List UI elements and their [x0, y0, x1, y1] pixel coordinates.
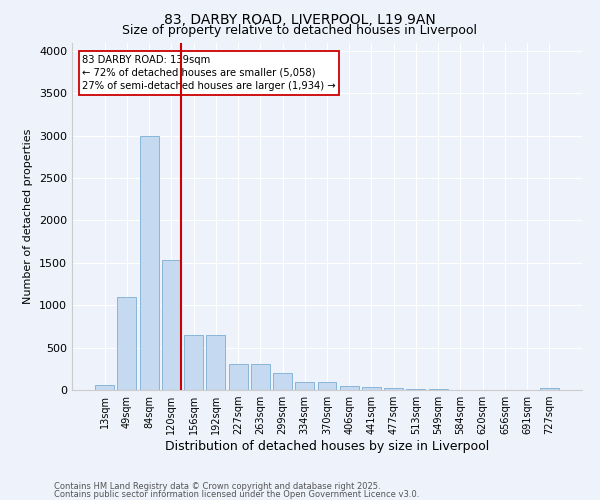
Text: 83, DARBY ROAD, LIVERPOOL, L19 9AN: 83, DARBY ROAD, LIVERPOOL, L19 9AN	[164, 12, 436, 26]
Bar	[95, 385, 114, 390]
Bar	[317, 382, 337, 390]
Bar	[340, 386, 359, 390]
Bar	[429, 389, 448, 390]
Bar	[362, 388, 381, 390]
Text: Size of property relative to detached houses in Liverpool: Size of property relative to detached ho…	[122, 24, 478, 37]
Text: Contains public sector information licensed under the Open Government Licence v3: Contains public sector information licen…	[54, 490, 419, 499]
Text: Contains HM Land Registry data © Crown copyright and database right 2025.: Contains HM Land Registry data © Crown c…	[54, 482, 380, 491]
Bar	[118, 297, 136, 390]
Bar	[206, 335, 225, 390]
Text: 83 DARBY ROAD: 139sqm
← 72% of detached houses are smaller (5,058)
27% of semi-d: 83 DARBY ROAD: 139sqm ← 72% of detached …	[82, 54, 336, 91]
Bar	[273, 373, 292, 390]
Y-axis label: Number of detached properties: Number of detached properties	[23, 128, 34, 304]
Bar	[140, 136, 158, 390]
Bar	[540, 388, 559, 390]
Bar	[384, 388, 403, 390]
X-axis label: Distribution of detached houses by size in Liverpool: Distribution of detached houses by size …	[165, 440, 489, 453]
Bar	[229, 364, 248, 390]
Bar	[406, 388, 425, 390]
Bar	[295, 382, 314, 390]
Bar	[162, 260, 181, 390]
Bar	[251, 364, 270, 390]
Bar	[184, 335, 203, 390]
